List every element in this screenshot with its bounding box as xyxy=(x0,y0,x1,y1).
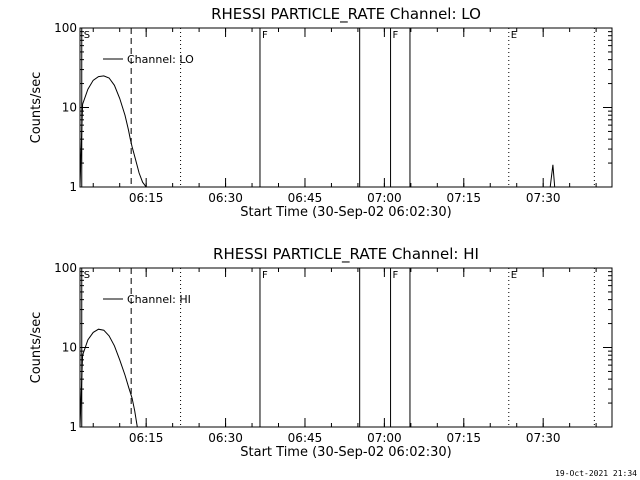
event-flag-label: E xyxy=(511,30,517,41)
footer-timestamp: 19-Oct-2021 21:34 xyxy=(555,469,637,478)
x-axis-label: Start Time (30-Sep-02 06:02:30) xyxy=(240,445,451,460)
chart-title: RHESSI PARTICLE_RATE Channel: HI xyxy=(213,245,479,264)
series-line xyxy=(79,75,556,188)
panel-hi: RHESSI PARTICLE_RATE Channel: HI 1 10 100 06… xyxy=(29,245,613,460)
x-tick-label: 07:30 xyxy=(526,431,561,445)
plot-frame xyxy=(79,267,613,428)
legend-label: Channel: LO xyxy=(127,53,194,66)
event-flag-label: F xyxy=(393,30,399,41)
event-flag-label: S xyxy=(84,270,90,281)
y-tick-label: 10 xyxy=(62,341,77,355)
event-flag-label: E xyxy=(511,270,517,281)
y-axis-label: Counts/sec xyxy=(29,312,44,384)
chart-title: RHESSI PARTICLE_RATE Channel: LO xyxy=(211,5,481,24)
event-flag-label: F xyxy=(262,30,268,41)
x-tick-label: 06:15 xyxy=(129,431,164,445)
x-tick-label: 07:30 xyxy=(526,191,561,205)
panel-lo: RHESSI PARTICLE_RATE Channel: LO 1 10 100 06… xyxy=(29,5,613,220)
event-flag-label: F xyxy=(393,270,399,281)
x-tick-label: 07:00 xyxy=(367,431,402,445)
x-tick-label: 07:15 xyxy=(446,431,481,445)
y-tick-label: 100 xyxy=(54,21,77,35)
event-flag-label: S xyxy=(84,30,90,41)
x-tick-label: 06:45 xyxy=(288,431,323,445)
x-tick-label: 07:00 xyxy=(367,191,402,205)
series-line xyxy=(79,328,138,428)
x-tick-label: 06:30 xyxy=(208,191,243,205)
x-tick-label: 07:15 xyxy=(446,191,481,205)
y-tick-label: 10 xyxy=(62,101,77,115)
y-axis-label: Counts/sec xyxy=(29,72,44,144)
event-flag-label: F xyxy=(262,270,268,281)
x-axis-label: Start Time (30-Sep-02 06:02:30) xyxy=(240,205,451,220)
y-tick-label: 1 xyxy=(69,420,77,434)
y-tick-label: 1 xyxy=(69,180,77,194)
x-tick-label: 06:30 xyxy=(208,431,243,445)
y-tick-label: 100 xyxy=(54,261,77,275)
legend-label: Channel: HI xyxy=(127,293,191,306)
plot-frame xyxy=(79,27,613,188)
x-tick-label: 06:15 xyxy=(129,191,164,205)
x-tick-label: 06:45 xyxy=(288,191,323,205)
